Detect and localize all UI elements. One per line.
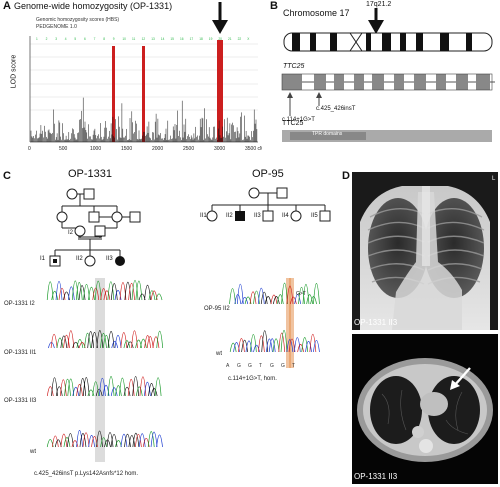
x-tick-label: 500 bbox=[59, 146, 68, 152]
mutation-label-op95: G>T bbox=[296, 291, 306, 297]
domain-label: TPR domains bbox=[312, 131, 343, 137]
homozygosity-plot: 1 2 3 4 5 6 7 8 9 10 11 12 13 14 15 16 17 18 19 20 21 22 X 0 50… bbox=[28, 2, 262, 152]
family-op95-title: OP-95 bbox=[252, 168, 284, 180]
xray-patient-label: OP-1331 II3 bbox=[354, 318, 398, 327]
pedigree-op1331-member-1: I1 bbox=[40, 256, 46, 262]
x-tick-label: 3500 cM bbox=[245, 146, 262, 152]
panel-b-letter: B bbox=[270, 0, 278, 12]
trace-label-op1331-i2: OP-1331 I2 bbox=[4, 301, 35, 307]
protein-label: TTC25 bbox=[282, 120, 304, 127]
pedigree-op95-member-3: II3 bbox=[254, 213, 261, 219]
chromosome-number: 8 bbox=[103, 37, 105, 41]
chest-ct-image bbox=[352, 334, 498, 484]
chromosome-number: 2 bbox=[46, 37, 48, 41]
variant-insertion-label: c.425_426insT bbox=[316, 106, 356, 112]
trace-label-op95-ii2: OP-95 II2 bbox=[204, 306, 230, 312]
panel-c-letter: C bbox=[3, 170, 11, 182]
pedigree-op95-member-5: II5 bbox=[311, 213, 318, 219]
x-tick-label: 0 bbox=[28, 146, 31, 152]
variant-splice-label: c.114+1G>T bbox=[282, 117, 315, 123]
pedigree-op95-member-1: II1 bbox=[200, 213, 207, 219]
chromatograms bbox=[46, 278, 320, 462]
chromosome-number: 5 bbox=[74, 37, 76, 41]
chromosome-number: X bbox=[247, 37, 250, 41]
chromosome-number: 19 bbox=[209, 37, 213, 41]
trace-label-op1331-ii1: OP-1331 II1 bbox=[4, 350, 37, 356]
chromosome-number: 12 bbox=[142, 37, 146, 41]
trace-label-op1331-wt: wt bbox=[30, 449, 36, 455]
svg-text:I2: I2 bbox=[68, 230, 74, 236]
panel-d-letter: D bbox=[342, 170, 350, 182]
base-1: A bbox=[226, 363, 230, 369]
gene-label: TTC25 bbox=[283, 63, 305, 70]
caption-op95: c.114+1G>T, hom. bbox=[228, 376, 277, 382]
base-7: T bbox=[292, 363, 296, 369]
x-tick-label: 2500 bbox=[183, 146, 194, 152]
panel-a-legend-2: PEDGENOME 1.0 bbox=[36, 24, 77, 30]
panel-a-title: Genome-wide homozygosity (OP-1331) bbox=[14, 1, 173, 11]
base-5: G bbox=[270, 363, 274, 369]
chromosome-number: 17 bbox=[190, 37, 194, 41]
chromosome-number: 18 bbox=[199, 37, 203, 41]
base-2: G bbox=[237, 363, 241, 369]
panel-a-legend-1: Genomic homozygosity scores (HBS) bbox=[36, 17, 120, 23]
trace-label-op1331-ii3: OP-1331 II3 bbox=[4, 398, 37, 404]
chromosome-number: 1 bbox=[36, 37, 38, 41]
pedigree-op95-member-4: II4 bbox=[282, 213, 289, 219]
chromosome-number: 6 bbox=[84, 37, 86, 41]
pedigree-op1331-member-3: II3 bbox=[106, 256, 113, 262]
trace-label-op95-wt: wt bbox=[216, 351, 222, 357]
ct-patient-label: OP-1331 II3 bbox=[354, 472, 398, 481]
chest-xray-image bbox=[352, 172, 498, 330]
base-3: G bbox=[248, 363, 252, 369]
chromosome-number: 9 bbox=[113, 37, 115, 41]
base-4: T bbox=[259, 363, 263, 369]
base-6: G bbox=[281, 363, 285, 369]
pedigree-op1331-member-2: II2 bbox=[76, 256, 83, 262]
x-tick-label: 1500 bbox=[121, 146, 132, 152]
xray-marker: L bbox=[492, 176, 496, 182]
chromosome-number: 7 bbox=[94, 37, 96, 41]
chromosome-number: 4 bbox=[65, 37, 67, 41]
chromosome-number: 10 bbox=[122, 37, 126, 41]
chromosome-number: 15 bbox=[170, 37, 174, 41]
x-tick-label: 2000 bbox=[152, 146, 163, 152]
x-tick-label: 1000 bbox=[90, 146, 101, 152]
band-label: 17q21.2 bbox=[366, 1, 392, 8]
chromosome-label: Chromosome 17 bbox=[283, 8, 350, 18]
pedigree-op1331: I2 bbox=[49, 188, 141, 267]
chromosome-number: 3 bbox=[55, 37, 57, 41]
chromosome-17-ideogram bbox=[281, 8, 495, 142]
caption-op1331: c.425_426insT p.Lys142Asnfs*12 hom. bbox=[34, 471, 139, 477]
chromosome-number: 22 bbox=[238, 37, 242, 41]
chromosome-number: 14 bbox=[161, 37, 165, 41]
chromosome-number: 21 bbox=[228, 37, 232, 41]
family-op1331-title: OP-1331 bbox=[68, 168, 113, 180]
chromosome-number: 16 bbox=[180, 37, 184, 41]
x-tick-label: 3000 bbox=[214, 146, 225, 152]
pedigree-op95-member-2: II2 bbox=[226, 213, 233, 219]
panel-a-letter: A bbox=[3, 0, 11, 12]
chromosome-number: 13 bbox=[151, 37, 155, 41]
chromosome-number: 20 bbox=[218, 37, 222, 41]
chromosome-number: 11 bbox=[132, 37, 136, 41]
pedigree-op95 bbox=[206, 187, 331, 222]
